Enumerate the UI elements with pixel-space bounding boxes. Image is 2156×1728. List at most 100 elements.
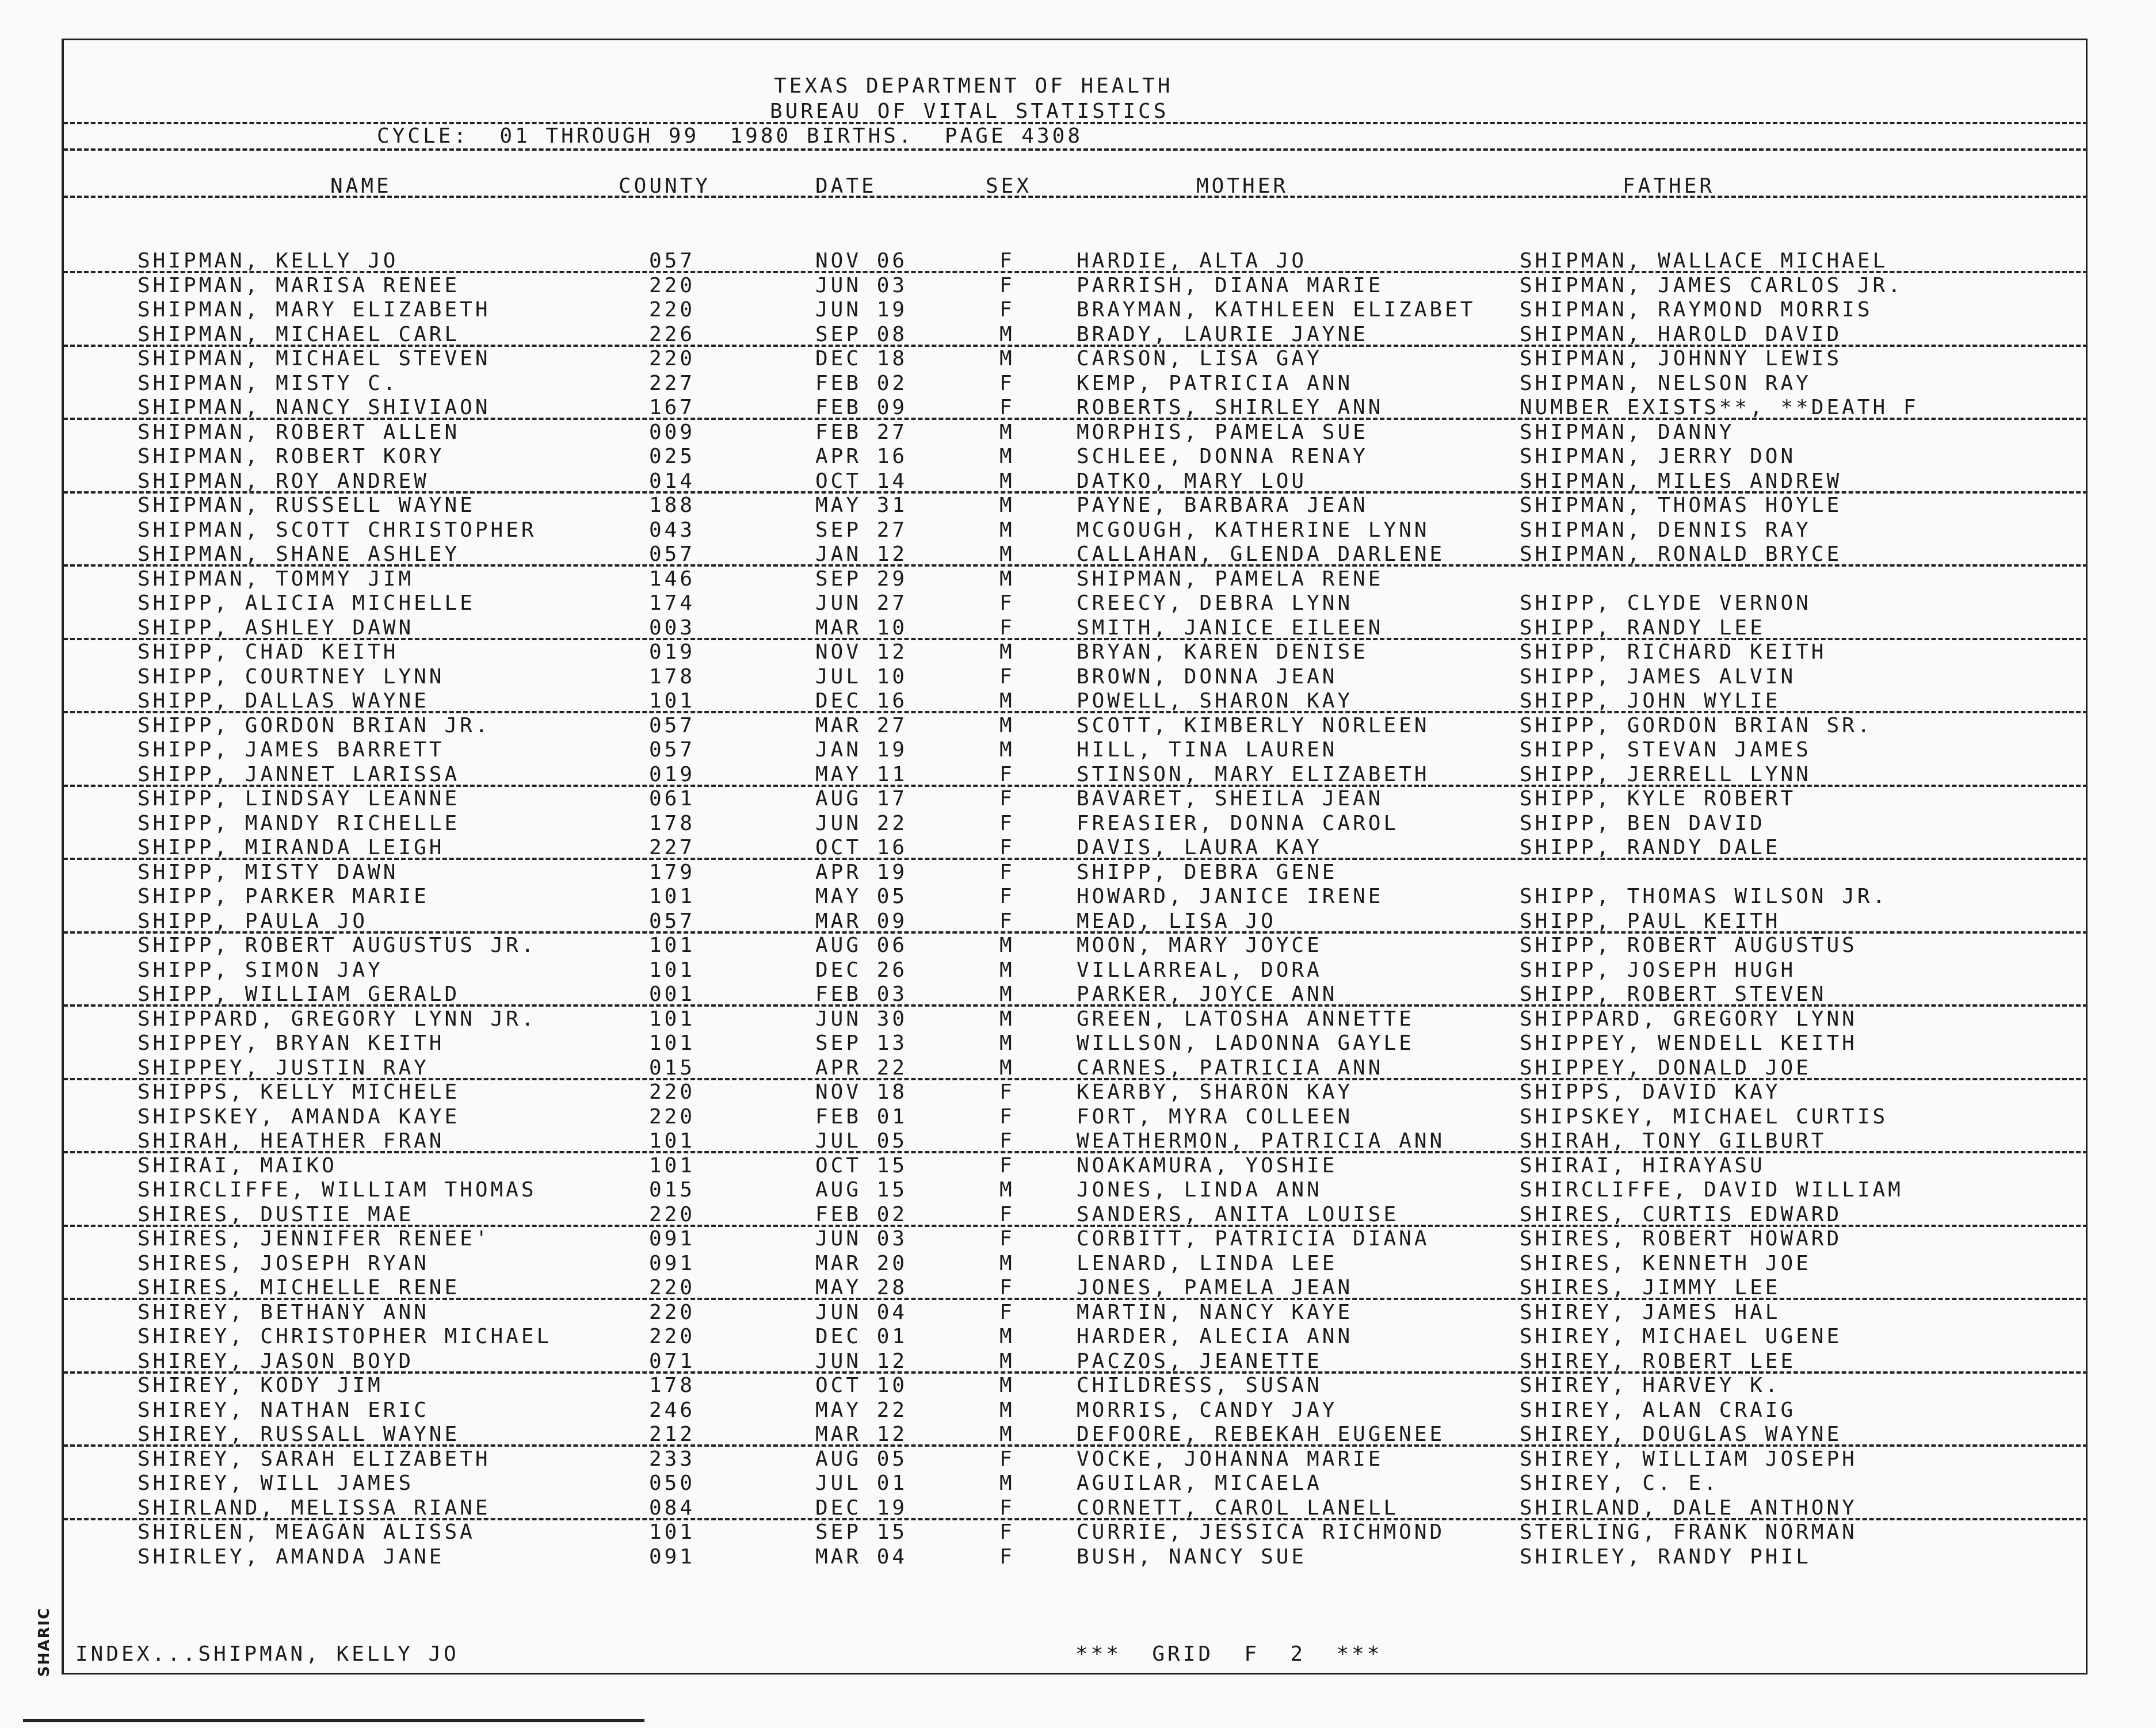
cell-father: SHIPP, JOHN WYLIE [1520, 689, 1781, 713]
cell-sex: F [999, 1300, 1015, 1324]
cell-county: 043 [649, 518, 696, 542]
table-row: SHIPMAN, MARY ELIZABETH 220 JUN 19 F BRAYMAN… [0, 298, 2156, 323]
cell-father: SHIPMAN, JERRY DON [1520, 445, 1796, 468]
table-row: SHIRAH, HEATHER FRAN 101 JUL 05 F WEATHERMON… [0, 1129, 2156, 1154]
cell-mother: MEAD, LISA JO [1077, 909, 1276, 933]
cell-mother: BUSH, NANCY SUE [1077, 1545, 1307, 1569]
table-row: SHIREY, CHRISTOPHER MICHAEL 220 DEC 01 M HAR… [0, 1325, 2156, 1349]
cell-name: SHIRAH, HEATHER FRAN [138, 1129, 445, 1153]
cell-county: 220 [649, 1202, 696, 1226]
cell-name: SHIPMAN, NANCY SHIVIAON [138, 396, 491, 419]
cell-father: SHIREY, JAMES HAL [1520, 1300, 1781, 1324]
cell-father: SHIPP, STEVAN JAMES [1520, 738, 1811, 762]
cell-sex: F [999, 836, 1015, 859]
cell-mother: HARDER, ALECIA ANN [1077, 1325, 1353, 1348]
cell-mother: VILLARREAL, DORA [1077, 958, 1322, 982]
table-row: SHIREY, BETHANY ANN 220 JUN 04 F MARTIN, NAN… [0, 1301, 2156, 1325]
cell-sex: M [999, 347, 1015, 370]
cell-name: SHIPMAN, MARISA RENEE [138, 273, 460, 297]
cell-county: 220 [649, 347, 696, 370]
cell-date: FEB 01 [815, 1104, 908, 1129]
cell-mother: SANDERS, ANITA LOUISE [1077, 1202, 1399, 1226]
cell-sex: M [999, 1423, 1015, 1446]
cell-sex: M [999, 1031, 1015, 1055]
table-row: SHIRLAND, MELISSA RIANE 084 DEC 19 F CORNETT… [0, 1496, 2156, 1521]
cell-county: 057 [649, 738, 696, 762]
cell-date: APR 19 [815, 860, 908, 884]
cell-sex: F [999, 615, 1015, 640]
cell-mother: GREEN, LATOSHA ANNETTE [1077, 1007, 1414, 1031]
cell-name: SHIPP, GORDON BRIAN JR. [138, 713, 491, 737]
cell-father: SHIPP, PAUL KEITH [1520, 909, 1781, 933]
cell-name: SHIRCLIFFE, WILLIAM THOMAS [138, 1178, 537, 1202]
cell-father: SHIPP, JOSEPH HUGH [1520, 958, 1796, 982]
cell-sex: F [999, 1129, 1015, 1153]
cell-name: SHIRES, DUSTIE MAE [138, 1202, 414, 1226]
cell-mother: PARKER, JOYCE ANN [1077, 982, 1338, 1006]
table-row: SHIPP, WILLIAM GERALD 001 FEB 03 M PARKER, J… [0, 982, 2156, 1007]
cell-date: JUN 03 [815, 1227, 908, 1251]
cell-date: JUL 10 [815, 664, 908, 689]
cell-sex: F [999, 1276, 1015, 1299]
cell-name: SHIPP, WILLIAM GERALD [138, 982, 460, 1006]
cell-date: DEC 16 [815, 689, 908, 713]
cell-sex: F [999, 1227, 1015, 1251]
cell-date: SEP 27 [815, 518, 908, 542]
cell-county: 220 [649, 1080, 696, 1104]
cell-name: SHIPP, LINDSAY LEANNE [138, 787, 460, 811]
cell-name: SHIREY, WILL JAMES [138, 1471, 414, 1495]
cell-name: SHIRES, JOSEPH RYAN [138, 1251, 429, 1275]
cell-name: SHIPPEY, BRYAN KEITH [138, 1031, 445, 1055]
cell-name: SHIPP, MIRANDA LEIGH [138, 836, 445, 859]
cell-father: SHIPP, ROBERT STEVEN [1520, 982, 1827, 1006]
cell-sex: F [999, 860, 1015, 884]
cell-father: SHIRCLIFFE, DAVID WILLIAM [1520, 1178, 1903, 1202]
table-row: SHIREY, WILL JAMES 050 JUL 01 M AGUILAR, MIC… [0, 1471, 2156, 1496]
cell-county: 220 [649, 1300, 696, 1324]
cell-mother: CORBITT, PATRICIA DIANA [1077, 1227, 1430, 1251]
cell-name: SHIPMAN, ROBERT KORY [138, 445, 445, 468]
cell-date: FEB 09 [815, 396, 908, 419]
cell-father: SHIPP, CLYDE VERNON [1520, 591, 1811, 615]
cell-county: 220 [649, 1276, 696, 1299]
cell-sex: F [999, 1080, 1015, 1104]
cell-mother: PARRISH, DIANA MARIE [1077, 273, 1384, 297]
cell-county: 101 [649, 1129, 696, 1153]
table-row: SHIRLEY, AMANDA JANE 091 MAR 04 F BUSH, NANC… [0, 1545, 2156, 1570]
cell-date: FEB 27 [815, 420, 908, 444]
cell-name: SHIPMAN, KELLY JO [138, 249, 399, 273]
cell-mother: WEATHERMON, PATRICIA ANN [1077, 1129, 1445, 1153]
table-row: SHIPP, MANDY RICHELLE 178 JUN 22 F FREASIER,… [0, 812, 2156, 836]
cell-name: SHIRES, JENNIFER RENEE' [138, 1227, 491, 1251]
table-row: SHIPMAN, NANCY SHIVIAON 167 FEB 09 F ROBERTS… [0, 396, 2156, 420]
cell-sex: F [999, 371, 1015, 395]
cell-sex: M [999, 1471, 1015, 1495]
cell-mother: LENARD, LINDA LEE [1077, 1251, 1338, 1275]
table-row: SHIPMAN, SHANE ASHLEY 057 JAN 12 M CALLAHAN,… [0, 542, 2156, 567]
cell-county: 212 [649, 1423, 696, 1446]
cell-sex: M [999, 958, 1015, 982]
table-row: SHIPP, COURTNEY LYNN 178 JUL 10 F BROWN, DON… [0, 665, 2156, 690]
cell-name: SHIPP, ALICIA MICHELLE [138, 591, 475, 615]
cell-date: FEB 02 [815, 1202, 908, 1226]
cell-mother: JONES, LINDA ANN [1077, 1178, 1322, 1202]
cell-county: 220 [649, 273, 696, 297]
cell-date: JUN 12 [815, 1349, 908, 1373]
cell-father: SHIPP, JERRELL LYNN [1520, 762, 1811, 786]
cell-father: NUMBER EXISTS**, **DEATH F [1520, 396, 1919, 419]
cell-mother: DATKO, MARY LOU [1077, 469, 1307, 493]
cell-date: SEP 15 [815, 1520, 908, 1544]
cell-county: 057 [649, 249, 696, 273]
cell-mother: CARNES, PATRICIA ANN [1077, 1056, 1384, 1080]
cell-date: MAR 10 [815, 615, 908, 640]
cell-date: DEC 19 [815, 1496, 908, 1520]
cell-mother: SCHLEE, DONNA RENAY [1077, 445, 1368, 468]
cell-county: 061 [649, 787, 696, 811]
cell-county: 057 [649, 909, 696, 933]
cell-mother: MORPHIS, PAMELA SUE [1077, 420, 1368, 444]
cell-sex: M [999, 713, 1015, 737]
header-department: TEXAS DEPARTMENT OF HEALTH [774, 74, 1173, 98]
cell-date: FEB 02 [815, 371, 908, 395]
cell-father: SHIPMAN, THOMAS HOYLE [1520, 494, 1842, 517]
cell-county: 101 [649, 885, 696, 908]
